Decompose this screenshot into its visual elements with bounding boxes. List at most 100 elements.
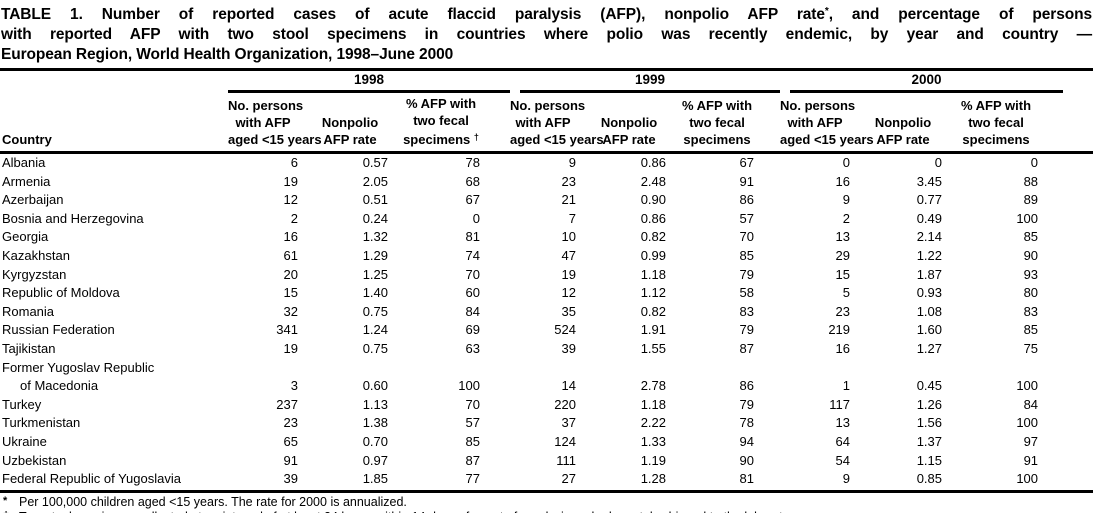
country-cell: Kazakhstan bbox=[2, 247, 70, 263]
value-cell: 57 bbox=[739, 210, 755, 226]
value-cell: 1.15 bbox=[916, 452, 943, 468]
year-group-2000: 2000 bbox=[780, 71, 1093, 93]
value-cell: 0.86 bbox=[640, 210, 666, 226]
value-cell: 100 bbox=[1016, 210, 1039, 226]
value-cell: 54 bbox=[835, 452, 851, 468]
value-cell: 117 bbox=[829, 396, 851, 412]
value-cell: 0.49 bbox=[916, 210, 943, 226]
value-cell: 68 bbox=[465, 173, 480, 189]
country-cell: Tajikistan bbox=[2, 340, 56, 356]
value-cell: 91 bbox=[739, 173, 755, 189]
title-line-1-tail: , and percentage of persons bbox=[828, 6, 1093, 23]
value-cell: 0.75 bbox=[362, 303, 388, 319]
value-cell: 2.22 bbox=[640, 415, 666, 431]
table-row: Armenia 19 2.05 68 23 2.48 91 16 3.45 88 bbox=[0, 173, 1093, 192]
value-cell: 83 bbox=[1023, 303, 1039, 319]
value-cell: 79 bbox=[739, 266, 755, 282]
year-header-row: 1998 1999 2000 bbox=[0, 71, 1093, 93]
value-cell: 14 bbox=[561, 378, 576, 394]
value-cell: 47 bbox=[561, 247, 576, 263]
value-cell: 91 bbox=[1023, 452, 1039, 468]
table-body: Albania 6 0.57 78 9 0.86 67 0 0 0 Armenia 19 2.05 68 2… bbox=[0, 153, 1093, 489]
value-cell: 2.48 bbox=[640, 173, 666, 189]
value-cell: 67 bbox=[465, 192, 480, 208]
value-cell: 1.08 bbox=[916, 303, 943, 319]
country-cell: Turkey bbox=[2, 396, 42, 412]
value-cell: 9 bbox=[842, 471, 851, 487]
value-cell: 0.90 bbox=[640, 192, 666, 208]
year-label-1998: 1998 bbox=[228, 71, 510, 93]
title-line-1-text: TABLE 1. Number of reported cases of acu… bbox=[1, 6, 825, 23]
country-cell: Kyrgyzstan bbox=[2, 266, 67, 282]
value-cell: 0.82 bbox=[640, 303, 666, 319]
value-cell: 1.18 bbox=[640, 266, 666, 282]
col-header-specimens-2000: % AFP with two fecal specimens bbox=[954, 93, 1093, 154]
table-row: Bosnia and Herzegovina 2 0.24 0 7 0.86 57 2 0.49… bbox=[0, 210, 1093, 229]
value-cell: 3 bbox=[290, 378, 298, 394]
country-column-header: Country bbox=[0, 93, 228, 154]
value-cell: 0.75 bbox=[362, 340, 388, 356]
value-cell: 37 bbox=[561, 415, 576, 431]
value-cell: 2 bbox=[842, 210, 851, 226]
value-cell: 35 bbox=[561, 303, 576, 319]
country-cell: Bosnia and Herzegovina bbox=[2, 210, 144, 226]
value-cell: 0 bbox=[934, 155, 943, 170]
value-cell: 1.33 bbox=[640, 433, 666, 449]
value-cell: 9 bbox=[568, 155, 576, 170]
value-cell: 100 bbox=[1016, 415, 1039, 431]
col-header-rate-1998: Nonpolio AFP rate bbox=[312, 93, 402, 154]
value-cell: 12 bbox=[561, 285, 576, 301]
value-cell: 0.97 bbox=[362, 452, 388, 468]
value-cell: 1.38 bbox=[362, 415, 388, 431]
footnote-dagger: †Two stool specimens collected at an int… bbox=[3, 510, 1093, 513]
value-cell: 2.14 bbox=[916, 229, 943, 245]
table-row: Turkmenistan 23 1.38 57 37 2.22 78 13 1.56 100 bbox=[0, 414, 1093, 433]
value-cell: 19 bbox=[283, 173, 298, 189]
country-cell: Turkmenistan bbox=[2, 415, 81, 431]
value-cell: 23 bbox=[283, 415, 298, 431]
value-cell: 0.70 bbox=[362, 433, 388, 449]
value-cell: 1.27 bbox=[916, 340, 943, 356]
value-cell: 1.85 bbox=[362, 471, 388, 487]
country-cell: Republic of Moldova bbox=[2, 285, 120, 301]
value-cell: 84 bbox=[1023, 396, 1039, 412]
value-cell: 1.19 bbox=[640, 452, 666, 468]
country-cell: Uzbekistan bbox=[2, 452, 67, 468]
asterisk-footnote-marker: * bbox=[824, 6, 829, 17]
title-line-3: European Region, World Health Organizati… bbox=[1, 46, 454, 63]
table-row: Russian Federation 341 1.24 69 524 1.91 79 219 1… bbox=[0, 321, 1093, 340]
value-cell: 97 bbox=[1023, 433, 1039, 449]
value-cell: 0.77 bbox=[916, 192, 943, 208]
value-cell: 70 bbox=[465, 396, 480, 412]
value-cell: 0.93 bbox=[916, 285, 943, 301]
value-cell: 0.57 bbox=[362, 155, 388, 170]
value-cell: 79 bbox=[739, 322, 755, 338]
country-cell: Romania bbox=[2, 303, 55, 319]
country-cell: Albania bbox=[2, 155, 46, 170]
value-cell: 0.60 bbox=[362, 378, 388, 394]
value-cell: 93 bbox=[1023, 266, 1039, 282]
footnote-asterisk: * Per 100,000 children aged <15 years. Th… bbox=[3, 494, 407, 509]
year-group-1998: 1998 bbox=[228, 71, 510, 93]
value-cell: 83 bbox=[739, 303, 755, 319]
value-cell: 12 bbox=[283, 192, 298, 208]
country-cell: Georgia bbox=[2, 229, 49, 245]
table-row: Romania 32 0.75 84 35 0.82 83 23 1.08 83 bbox=[0, 303, 1093, 322]
footnotes: * Per 100,000 children aged <15 years. Th… bbox=[0, 489, 1093, 513]
value-cell: 1.56 bbox=[916, 415, 943, 431]
value-cell: 0.82 bbox=[640, 229, 666, 245]
value-cell: 111 bbox=[556, 452, 576, 468]
value-cell: 86 bbox=[739, 378, 755, 394]
value-cell: 3.45 bbox=[916, 173, 943, 189]
value-cell: 81 bbox=[465, 229, 480, 245]
value-cell: 91 bbox=[283, 452, 298, 468]
table-row: Uzbekistan 91 0.97 87 111 1.19 90 54 1.15 91 bbox=[0, 452, 1093, 471]
col-header-rate-1999: Nonpolio AFP rate bbox=[592, 93, 680, 154]
value-cell: 90 bbox=[1023, 247, 1039, 263]
value-cell: 13 bbox=[835, 415, 851, 431]
value-cell: 1.32 bbox=[362, 229, 388, 245]
value-cell: 1.25 bbox=[362, 266, 388, 282]
value-cell: 80 bbox=[1023, 285, 1039, 301]
table-row: Kazakhstan 61 1.29 74 47 0.99 85 29 1.22 90 bbox=[0, 247, 1093, 266]
value-cell: 27 bbox=[561, 471, 576, 487]
